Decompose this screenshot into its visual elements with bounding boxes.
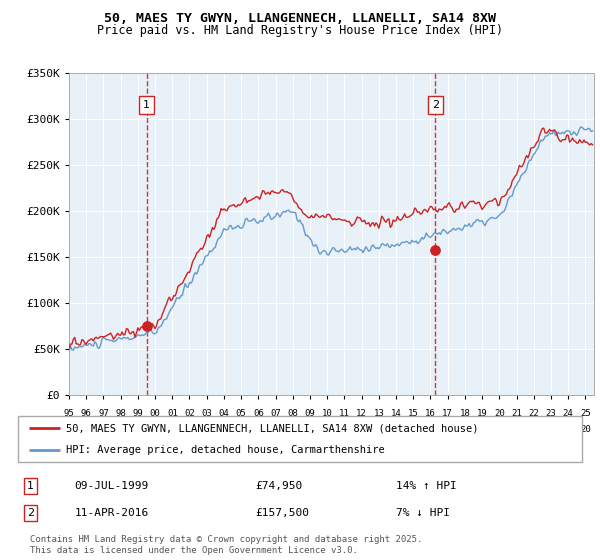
Text: 20: 20 [391,426,401,435]
Text: 20: 20 [580,426,591,435]
Text: 10: 10 [322,409,332,418]
Text: 20: 20 [563,426,574,435]
Text: 15: 15 [408,409,419,418]
Text: 17: 17 [442,409,453,418]
Text: 96: 96 [81,409,92,418]
Point [430,245,440,254]
Text: 09: 09 [305,409,316,418]
Text: 11: 11 [339,409,350,418]
Text: 02: 02 [184,409,195,418]
Text: Contains HM Land Registry data © Crown copyright and database right 2025.
This d: Contains HM Land Registry data © Crown c… [31,535,423,554]
Text: 22: 22 [529,409,539,418]
Text: 20: 20 [477,426,487,435]
Text: 13: 13 [373,409,384,418]
Text: 20: 20 [305,426,316,435]
Text: 20: 20 [202,426,212,435]
Text: 50, MAES TY GWYN, LLANGENNECH, LLANELLI, SA14 8XW (detached house): 50, MAES TY GWYN, LLANGENNECH, LLANELLI,… [66,423,478,433]
Text: 06: 06 [253,409,264,418]
Text: 20: 20 [167,426,178,435]
Text: 16: 16 [425,409,436,418]
Text: 20: 20 [270,426,281,435]
Text: 07: 07 [270,409,281,418]
Text: 20: 20 [529,426,539,435]
Text: 03: 03 [202,409,212,418]
Text: 18: 18 [460,409,470,418]
Text: 99: 99 [133,409,143,418]
Text: 24: 24 [563,409,574,418]
Text: 97: 97 [98,409,109,418]
Text: 20: 20 [184,426,195,435]
Text: 20: 20 [287,426,298,435]
Text: 2: 2 [27,508,34,518]
Text: 20: 20 [511,426,522,435]
Text: 20: 20 [494,426,505,435]
Text: 20: 20 [460,426,470,435]
Text: 11-APR-2016: 11-APR-2016 [74,508,149,518]
Text: 19: 19 [81,426,92,435]
Text: 20: 20 [545,426,556,435]
Text: 19: 19 [477,409,487,418]
Text: £157,500: £157,500 [255,508,309,518]
Text: 20: 20 [373,426,384,435]
Text: 20: 20 [494,409,505,418]
Text: 23: 23 [545,409,556,418]
Text: 20: 20 [218,426,229,435]
Text: 95: 95 [64,409,74,418]
Text: 20: 20 [149,426,160,435]
Text: 20: 20 [236,426,247,435]
Text: 98: 98 [115,409,126,418]
Point [142,321,152,330]
Text: 21: 21 [511,409,522,418]
Text: 19: 19 [115,426,126,435]
Text: 04: 04 [218,409,229,418]
Text: 19: 19 [64,426,74,435]
Text: 19: 19 [133,426,143,435]
Text: 20: 20 [408,426,419,435]
Text: 08: 08 [287,409,298,418]
Text: 20: 20 [425,426,436,435]
Text: Price paid vs. HM Land Registry's House Price Index (HPI): Price paid vs. HM Land Registry's House … [97,24,503,36]
Text: 20: 20 [253,426,264,435]
Text: 14% ↑ HPI: 14% ↑ HPI [396,481,457,491]
Text: 25: 25 [580,409,591,418]
Text: 20: 20 [356,426,367,435]
Text: 20: 20 [322,426,332,435]
Text: 1: 1 [27,481,34,491]
Text: 19: 19 [98,426,109,435]
Text: 00: 00 [149,409,160,418]
Text: 7% ↓ HPI: 7% ↓ HPI [396,508,450,518]
Text: 1: 1 [143,100,151,110]
Text: 05: 05 [236,409,247,418]
Text: 2: 2 [432,100,439,110]
Text: 20: 20 [339,426,350,435]
Text: HPI: Average price, detached house, Carmarthenshire: HPI: Average price, detached house, Carm… [66,445,385,455]
Text: £74,950: £74,950 [255,481,302,491]
Text: 50, MAES TY GWYN, LLANGENNECH, LLANELLI, SA14 8XW: 50, MAES TY GWYN, LLANGENNECH, LLANELLI,… [104,12,496,25]
Text: 20: 20 [442,426,453,435]
Text: 14: 14 [391,409,401,418]
Text: 12: 12 [356,409,367,418]
Text: 09-JUL-1999: 09-JUL-1999 [74,481,149,491]
Text: 01: 01 [167,409,178,418]
